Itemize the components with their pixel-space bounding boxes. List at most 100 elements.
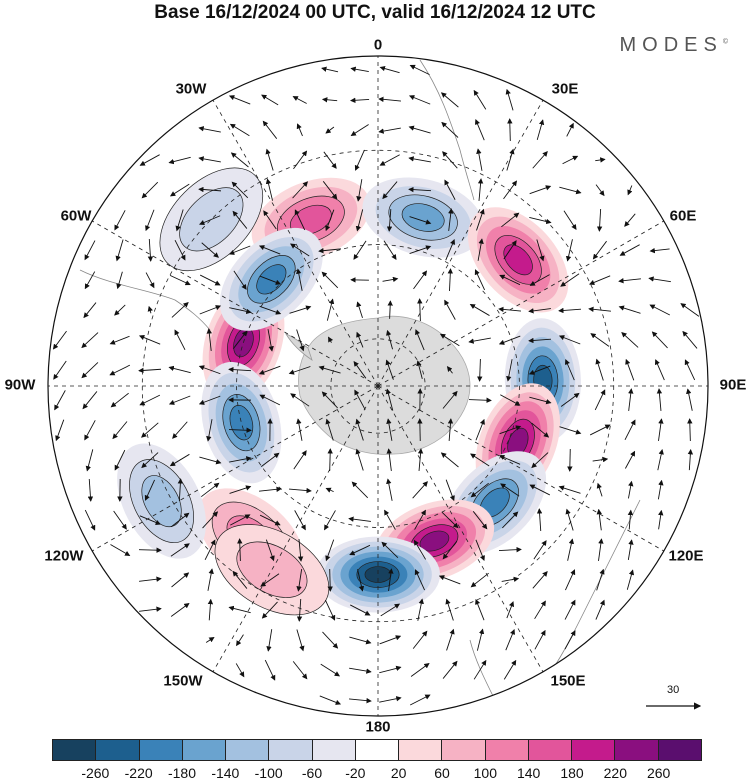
wind-arrow bbox=[356, 179, 363, 202]
wind-arrow bbox=[477, 358, 483, 382]
wind-arrow bbox=[472, 511, 488, 530]
lon-label-30w: 30W bbox=[175, 80, 207, 98]
wind-arrow bbox=[84, 271, 96, 290]
wind-arrow bbox=[325, 418, 334, 441]
colorbar-tick-label: 60 bbox=[434, 765, 450, 781]
wind-arrow bbox=[588, 306, 611, 312]
wind-arrow bbox=[354, 149, 365, 171]
wind-arrow bbox=[296, 123, 303, 137]
wind-arrow bbox=[596, 568, 605, 591]
reference-vector-label: 30 bbox=[667, 684, 680, 696]
wind-arrow bbox=[528, 337, 552, 344]
wind-arrow bbox=[199, 274, 221, 286]
wind-arrow bbox=[503, 659, 517, 680]
wind-arrow bbox=[84, 240, 96, 261]
wind-arrow bbox=[439, 333, 460, 347]
colorbar-tick-label: -260 bbox=[81, 765, 110, 781]
wind-arrow bbox=[353, 360, 367, 379]
wind-arrow bbox=[289, 487, 312, 494]
wind-arrow bbox=[501, 576, 520, 582]
wind-arrow bbox=[116, 271, 123, 290]
wind-arrow bbox=[442, 660, 458, 679]
wind-arrow bbox=[207, 598, 214, 621]
wind-arrow bbox=[379, 154, 400, 166]
wind-arrow bbox=[231, 181, 249, 199]
wind-arrow bbox=[476, 628, 485, 651]
wind-arrow bbox=[84, 509, 96, 531]
wind-arrow bbox=[139, 606, 162, 612]
wind-arrow bbox=[382, 181, 398, 200]
wind-arrow bbox=[168, 365, 191, 374]
wind-arrow bbox=[618, 305, 641, 314]
wind-arrow bbox=[321, 271, 339, 289]
wind-arrow bbox=[171, 512, 190, 528]
wind-arrow bbox=[198, 126, 221, 133]
wind-arrow bbox=[114, 210, 126, 231]
wind-arrow bbox=[408, 156, 431, 163]
wind-arrow bbox=[506, 148, 515, 171]
wind-arrow bbox=[319, 695, 342, 705]
wind-arrow bbox=[355, 448, 364, 471]
wind-arrow bbox=[350, 66, 369, 73]
wind-arrow bbox=[529, 185, 552, 195]
wind-arrow bbox=[654, 359, 665, 381]
wind-arrow bbox=[649, 247, 670, 254]
wind-arrow bbox=[383, 240, 397, 260]
wind-arrow bbox=[624, 419, 636, 441]
wind-arrow bbox=[687, 418, 693, 442]
wind-arrow bbox=[442, 541, 458, 560]
wind-arrow bbox=[355, 209, 364, 232]
wind-arrow bbox=[259, 486, 282, 492]
wind-arrow bbox=[412, 481, 428, 499]
colorbar-swatch bbox=[139, 740, 183, 760]
colorbar-tick-label: -20 bbox=[345, 765, 366, 781]
colorbar-swatch bbox=[96, 740, 140, 760]
wind-arrow bbox=[657, 479, 664, 500]
wind-arrow bbox=[592, 456, 609, 463]
lon-label-60w: 60W bbox=[60, 207, 92, 225]
wind-arrow bbox=[236, 634, 244, 647]
wind-arrow bbox=[170, 602, 190, 617]
wind-arrow bbox=[169, 453, 190, 467]
wind-arrow bbox=[565, 239, 573, 262]
wind-arrow bbox=[202, 511, 219, 529]
wind-arrow bbox=[470, 453, 490, 467]
wind-arrow bbox=[477, 238, 484, 261]
wind-arrow bbox=[531, 422, 550, 438]
wind-arrow bbox=[349, 544, 371, 556]
colorbar bbox=[52, 739, 702, 761]
map-boundary bbox=[47, 55, 709, 717]
wind-arrow bbox=[326, 298, 335, 321]
wind-arrow bbox=[621, 331, 639, 348]
colorbar-tick-label: -180 bbox=[167, 765, 197, 781]
wind-arrow bbox=[658, 418, 664, 441]
wind-arrow bbox=[468, 397, 492, 403]
wind-arrow bbox=[138, 335, 161, 345]
wind-arrow bbox=[53, 360, 67, 380]
wind-arrow bbox=[565, 569, 576, 591]
wind-arrow bbox=[529, 484, 551, 496]
wind-arrow bbox=[381, 541, 399, 558]
wind-arrow bbox=[259, 394, 281, 406]
wind-arrow bbox=[174, 239, 186, 261]
wind-arrow bbox=[658, 509, 664, 530]
latitude-circle bbox=[330, 338, 426, 434]
colorbar-swatch bbox=[182, 740, 227, 760]
australia-coast bbox=[544, 499, 641, 681]
wind-arrow bbox=[169, 183, 190, 197]
wind-arrow bbox=[144, 479, 155, 501]
wind-arrow bbox=[321, 391, 338, 409]
wind-arrow bbox=[229, 307, 252, 315]
wind-arrow bbox=[350, 604, 371, 616]
wind-arrow bbox=[379, 65, 400, 74]
wind-arrow bbox=[175, 209, 184, 232]
wind-arrow bbox=[385, 359, 394, 380]
wind-arrow bbox=[382, 276, 399, 283]
wind-arrow bbox=[595, 599, 605, 620]
wind-arrow bbox=[262, 120, 278, 139]
wind-arrow bbox=[386, 208, 393, 232]
wind-arrow bbox=[293, 450, 307, 470]
wind-arrow bbox=[205, 637, 215, 643]
lon-label-30e: 30E bbox=[551, 80, 579, 98]
wind-arrow bbox=[87, 478, 94, 502]
